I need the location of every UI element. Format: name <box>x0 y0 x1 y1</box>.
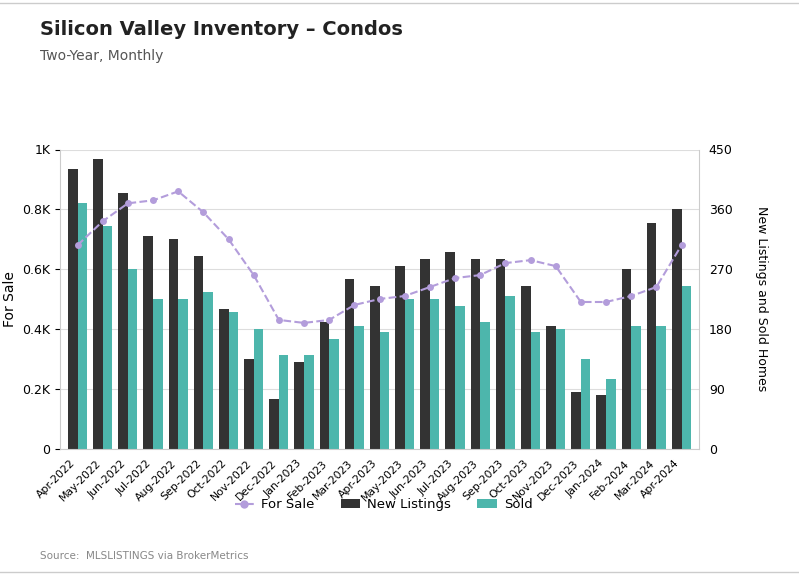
Bar <box>380 332 389 448</box>
Bar <box>178 299 188 448</box>
For Sale <box>576 298 586 305</box>
For Sale <box>324 316 334 323</box>
For Sale <box>249 271 259 278</box>
Y-axis label: For Sale: For Sale <box>2 271 17 327</box>
Bar <box>396 266 404 448</box>
Bar <box>103 226 113 448</box>
Bar <box>269 398 279 448</box>
For Sale <box>73 242 82 248</box>
Bar <box>404 299 414 448</box>
Bar <box>471 259 480 448</box>
Text: Silicon Valley Inventory – Condos: Silicon Valley Inventory – Condos <box>40 20 403 39</box>
Bar <box>521 286 531 448</box>
For Sale <box>350 301 360 308</box>
For Sale <box>199 209 209 216</box>
Bar <box>194 256 204 448</box>
For Sale <box>677 242 686 248</box>
For Sale <box>300 320 309 327</box>
Bar <box>144 236 153 448</box>
Bar <box>254 329 263 448</box>
For Sale <box>651 283 661 290</box>
Y-axis label: New Listings and Sold Homes: New Listings and Sold Homes <box>755 206 768 392</box>
For Sale <box>274 316 284 323</box>
For Sale <box>224 236 233 243</box>
For Sale <box>601 298 610 305</box>
Bar <box>219 309 229 448</box>
Bar <box>345 279 355 448</box>
Bar <box>78 202 87 448</box>
Bar <box>229 312 238 448</box>
For Sale <box>626 293 636 300</box>
Bar <box>631 325 641 448</box>
Bar <box>304 355 313 449</box>
Bar <box>370 286 380 448</box>
Bar <box>93 159 103 448</box>
Bar <box>531 332 540 448</box>
Bar <box>430 299 439 448</box>
For Sale <box>425 283 435 290</box>
Bar <box>279 355 288 449</box>
For Sale <box>149 197 158 204</box>
Bar <box>571 392 581 448</box>
For Sale <box>400 293 409 300</box>
Bar <box>646 223 656 448</box>
For Sale <box>123 200 133 207</box>
For Sale <box>98 218 108 225</box>
Bar <box>329 339 339 448</box>
For Sale <box>375 296 384 302</box>
Bar <box>244 359 254 448</box>
Bar <box>622 269 631 448</box>
Bar <box>118 193 128 448</box>
For Sale <box>500 260 510 267</box>
Bar <box>547 325 555 448</box>
Bar <box>656 325 666 448</box>
Bar <box>169 239 178 448</box>
Text: Source:  MLSLISTINGS via BrokerMetrics: Source: MLSLISTINGS via BrokerMetrics <box>40 551 248 561</box>
Bar <box>153 299 163 448</box>
Bar <box>455 306 464 448</box>
Bar <box>682 286 691 448</box>
Bar <box>320 322 329 449</box>
Legend: For Sale, New Listings, Sold: For Sale, New Listings, Sold <box>229 493 538 517</box>
Text: Two-Year, Monthly: Two-Year, Monthly <box>40 49 163 63</box>
Bar <box>496 259 505 448</box>
Bar <box>480 322 490 449</box>
Bar <box>128 269 137 448</box>
Line: For Sale: For Sale <box>74 188 685 327</box>
Bar <box>204 292 213 448</box>
Bar <box>581 359 590 448</box>
For Sale <box>526 256 535 263</box>
Bar <box>355 325 364 448</box>
Bar <box>606 379 615 448</box>
Bar <box>596 396 606 448</box>
For Sale <box>475 271 485 278</box>
For Sale <box>173 188 183 195</box>
Bar <box>295 362 304 448</box>
Bar <box>420 259 430 448</box>
For Sale <box>551 263 560 270</box>
Bar <box>672 209 682 448</box>
Bar <box>68 170 78 448</box>
Bar <box>505 296 515 448</box>
Bar <box>555 329 565 448</box>
For Sale <box>450 275 459 282</box>
Bar <box>446 252 455 448</box>
